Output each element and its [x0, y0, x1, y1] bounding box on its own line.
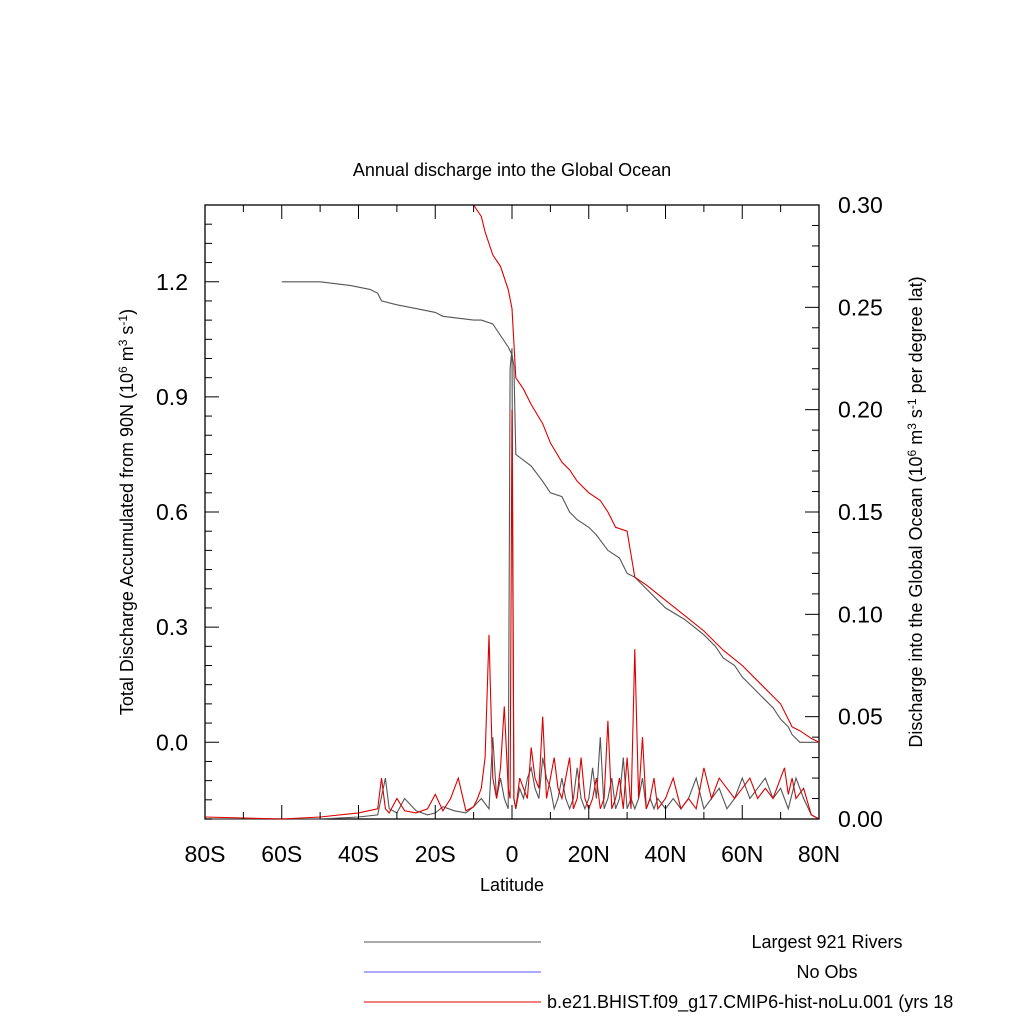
- x-tick-label: 80S: [185, 841, 226, 867]
- left-y-tick-label: 0.3: [156, 614, 188, 640]
- chart-title: Annual discharge into the Global Ocean: [353, 160, 671, 180]
- x-axis-label: Latitude: [480, 875, 544, 895]
- legend-label-0: Largest 921 Rivers: [751, 932, 902, 952]
- right-y-tick-label: 0.25: [838, 294, 883, 320]
- right-y-axis: 0.00 0.05 0.10 0.15 0.20 0.25 0.30: [805, 192, 883, 832]
- left-y-tick-label: 0.6: [156, 499, 188, 525]
- series-line-4: [204, 409, 820, 820]
- right-y-tick-label: 0.05: [838, 704, 883, 730]
- x-tick-label: 40N: [644, 841, 686, 867]
- x-tick-label: 0: [506, 841, 519, 867]
- left-y-tick-label: 0.0: [156, 729, 188, 755]
- x-tick-label: 20N: [568, 841, 610, 867]
- x-tick-label: 60S: [261, 841, 302, 867]
- right-y-tick-label: 0.00: [838, 806, 883, 832]
- series-line-2: [473, 204, 820, 743]
- right-y-tick-label: 0.30: [838, 192, 883, 218]
- left-y-axis-label: Total Discharge Accumulated from 90N (10…: [116, 309, 137, 715]
- x-tick-label: 20S: [415, 841, 456, 867]
- x-tick-label: 80N: [798, 841, 840, 867]
- right-y-tick-label: 0.10: [838, 601, 883, 627]
- left-y-axis: 0.0 0.3 0.6 0.9 1.2: [156, 204, 219, 820]
- right-y-axis-label: Discharge into the Global Ocean (106 m3 …: [905, 276, 926, 747]
- x-axis: 80S 60S 40S 20S 0 20N 40N 60N 80N: [185, 205, 840, 867]
- x-tick-label: 60N: [721, 841, 763, 867]
- x-tick-label: 40S: [338, 841, 379, 867]
- left-y-tick-label: 1.2: [156, 269, 188, 295]
- right-y-tick-label: 0.20: [838, 397, 883, 423]
- right-y-tick-label: 0.15: [838, 499, 883, 525]
- plot-lines: [204, 204, 820, 820]
- legend-label-2: b.e21.BHIST.f09_g17.CMIP6-hist-noLu.001 …: [547, 992, 953, 1013]
- series-line-0: [281, 281, 819, 743]
- left-y-tick-label: 0.9: [156, 384, 188, 410]
- legend-label-1: No Obs: [796, 962, 857, 982]
- legend: Largest 921 Rivers No Obs b.e21.BHIST.f09_…: [364, 932, 953, 1013]
